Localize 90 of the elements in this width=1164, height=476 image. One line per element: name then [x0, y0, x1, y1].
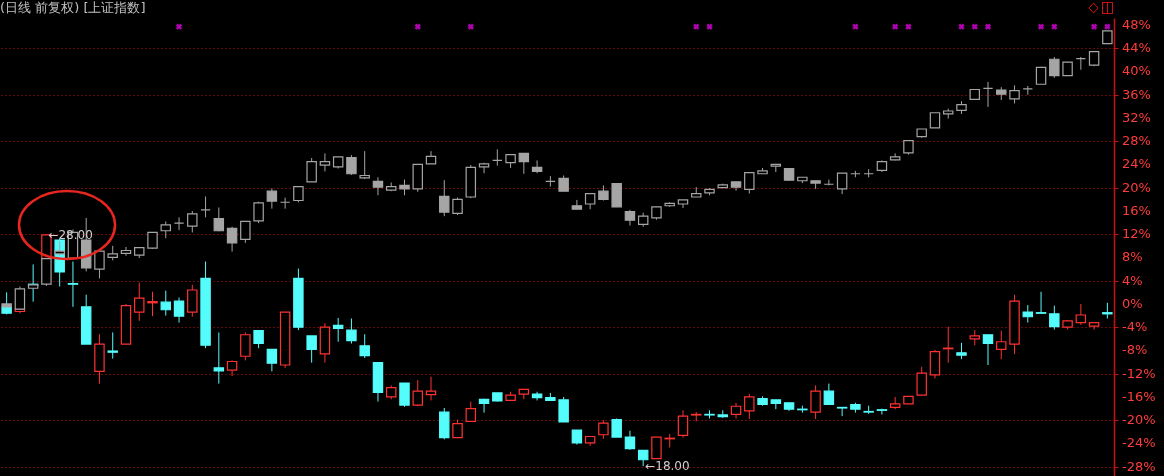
candlestick: [306, 335, 317, 364]
y-tick-label: -24%: [1122, 435, 1156, 451]
candlestick: [187, 284, 198, 318]
candlestick: [425, 376, 437, 401]
candlestick: [744, 172, 755, 195]
y-tick-label: 4%: [1122, 272, 1143, 288]
candlestick: [359, 333, 370, 359]
candlestick: [836, 406, 848, 417]
y-tick-label: 48%: [1122, 16, 1151, 32]
candlestick: [982, 334, 994, 366]
candlestick: [823, 179, 835, 186]
candlestick: [399, 382, 410, 408]
candlestick: [478, 162, 490, 174]
candlestick: [412, 379, 423, 407]
candlestick: [1049, 56, 1060, 79]
candlestick: [1075, 56, 1087, 71]
candlestick: [279, 197, 291, 210]
candlestick: [240, 331, 251, 361]
y-tick-label: 8%: [1122, 249, 1143, 265]
candlestick: [173, 216, 185, 231]
candlestick: [531, 159, 543, 174]
candlestick: [558, 396, 569, 423]
candlestick: [160, 290, 172, 317]
candlestick: [346, 317, 357, 344]
candlestick: [439, 179, 450, 217]
candlestick: [94, 250, 105, 279]
candlestick: [996, 330, 1007, 360]
candlestick: [876, 408, 888, 415]
candlestick: [624, 430, 636, 451]
y-tick-label: 0%: [1122, 295, 1143, 311]
annotation: ←18.00: [645, 459, 690, 474]
candlestick: [1009, 84, 1020, 104]
y-tick-label: 40%: [1122, 63, 1151, 79]
y-tick-label: 44%: [1122, 40, 1151, 56]
candlestick: [492, 148, 503, 167]
y-tick-label: -12%: [1122, 365, 1156, 381]
candlestick: [942, 326, 954, 364]
candlestick: [836, 172, 848, 195]
y-tick-label: -20%: [1122, 412, 1156, 428]
candlestick: [147, 291, 158, 317]
candlestick: [916, 366, 927, 396]
candlestick: [266, 187, 278, 210]
candlestick: [611, 183, 622, 208]
candlestick: [929, 349, 941, 379]
candlestick: [372, 176, 384, 196]
y-tick-label: 12%: [1122, 226, 1151, 242]
candlestick: [240, 220, 251, 244]
candlestick: [1049, 305, 1060, 331]
candlestick: [1075, 303, 1087, 326]
candlestick: [744, 393, 755, 420]
candlestick: [545, 175, 556, 188]
candlestick: [571, 199, 583, 210]
candlestick: [810, 384, 821, 420]
y-tick-label: 16%: [1122, 202, 1151, 218]
candlestick: [346, 154, 357, 176]
candlestick: [982, 81, 994, 108]
candlestick: [107, 331, 118, 360]
candlestick: [187, 210, 198, 233]
y-tick-label: 20%: [1122, 179, 1151, 195]
candlestick: [1035, 291, 1047, 314]
candlestick: [598, 419, 609, 440]
y-tick-label: -4%: [1122, 319, 1148, 335]
y-tick-label: 32%: [1122, 109, 1151, 125]
candlestick: [213, 331, 225, 385]
candlestick: [226, 226, 238, 253]
y-tick-label: 24%: [1122, 156, 1151, 172]
candlestick: [306, 157, 317, 183]
candlestick: [611, 417, 622, 438]
y-tick-label: 36%: [1122, 86, 1151, 102]
candlestick: [359, 150, 370, 180]
candlestick: [478, 398, 490, 414]
candlestick: [651, 436, 662, 460]
candlestick: [332, 317, 344, 343]
candlestick: [134, 281, 145, 322]
candlestick: [67, 261, 79, 308]
candlestick: [465, 401, 477, 422]
y-tick-label: -8%: [1122, 342, 1148, 358]
candlestick: [120, 246, 132, 257]
candlestick: [14, 286, 26, 310]
candlestick: [173, 297, 185, 324]
candlestick: [677, 409, 689, 439]
y-tick-label: -16%: [1122, 388, 1156, 404]
candlestick: [200, 195, 211, 218]
candlestick: [452, 419, 463, 439]
candlestick: [266, 348, 278, 372]
chart-title: (日线 前复权) [上证指数]: [0, 0, 146, 15]
y-tick-label: 28%: [1122, 133, 1151, 149]
candlestick: [319, 152, 331, 172]
y-tick-label: -28%: [1122, 458, 1156, 474]
candlestick: [518, 152, 530, 175]
